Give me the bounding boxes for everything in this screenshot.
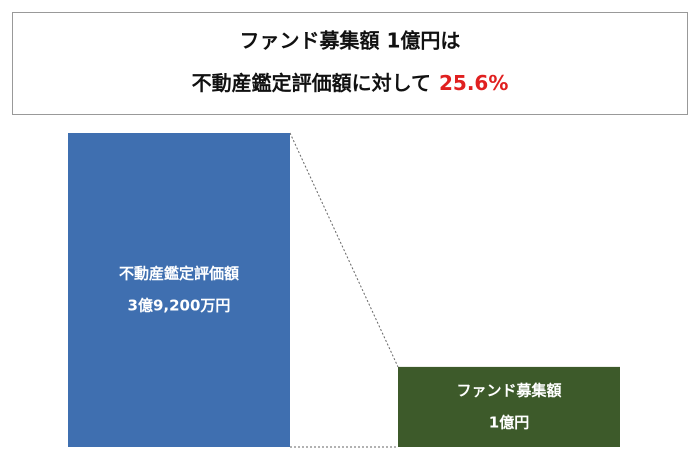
title-box <box>12 12 688 115</box>
value-label: 3億9,200万円 <box>128 297 231 315</box>
connector <box>289 132 399 368</box>
title-line: 不動産鑑定評価額に対して 25.6% <box>192 71 509 95</box>
title-line: ファンド募集額 1億円は <box>240 29 461 53</box>
highlight: 25.6% <box>439 71 508 95</box>
bar-category: ファンド募集額 <box>456 381 561 399</box>
value-label: 1億円 <box>489 413 529 431</box>
bar <box>398 366 620 447</box>
bar <box>68 133 290 447</box>
bar-category: 不動産鑑定評価額 <box>119 265 239 283</box>
title-text: 不動産鑑定評価額に対して <box>192 71 431 95</box>
